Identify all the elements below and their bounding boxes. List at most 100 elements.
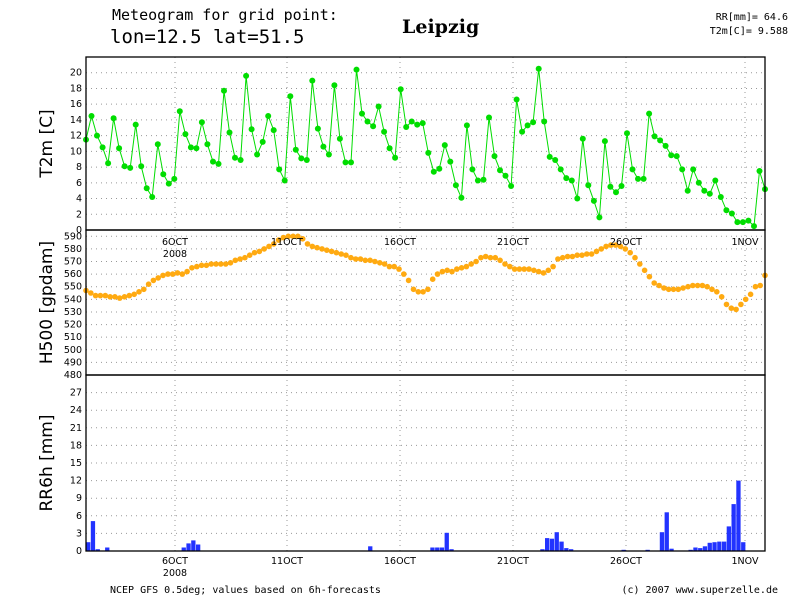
precip-bar: [731, 504, 736, 551]
temperature-point: [226, 129, 233, 136]
temperature-point: [441, 142, 448, 149]
temperature-point: [618, 183, 625, 189]
geopotential-point: [478, 254, 484, 261]
y-tick-label: 14: [70, 115, 82, 126]
temperature-point: [590, 197, 597, 204]
temperature-point: [132, 121, 139, 128]
geopotential-point: [251, 249, 258, 256]
geopotential-point: [665, 286, 672, 293]
geopotential-point: [319, 246, 325, 252]
geopotential-point: [290, 233, 296, 240]
y-tick-label: 10: [70, 146, 82, 157]
geopotential-point: [646, 273, 653, 280]
temperature-point: [276, 166, 283, 173]
geopotential-point: [492, 254, 499, 261]
temperature-point: [646, 110, 653, 117]
geopotential-point: [256, 248, 263, 255]
geopotential-point: [145, 281, 152, 288]
x-tick-label: 16OCT: [384, 237, 416, 248]
x-tick-label: 21OCT: [497, 556, 529, 567]
geopotential-point: [728, 305, 735, 312]
y-tick-label: 16: [70, 99, 82, 110]
geopotential-point: [415, 289, 422, 295]
geopotential-point: [410, 286, 417, 293]
y-tick-label: 6: [76, 511, 82, 522]
precip-bar: [564, 548, 569, 551]
geopotential-point: [555, 256, 561, 262]
geopotential-point: [752, 283, 759, 290]
geopotential-point: [242, 254, 248, 261]
geopotential-point: [102, 292, 109, 299]
y-tick-label: 480: [64, 370, 82, 381]
geopotential-point: [131, 291, 137, 298]
panel-1: 0 2 4 6 8 10 12 14 16 18 20 T2m [C]: [37, 56, 768, 236]
temperature-point: [237, 157, 244, 163]
geopotential-point: [222, 261, 229, 267]
temperature-point: [425, 149, 432, 156]
geopotential-point: [179, 271, 186, 277]
temperature-point: [292, 146, 299, 153]
precip-bar: [664, 512, 669, 551]
temperature-point: [193, 145, 200, 152]
geopotential-point: [198, 262, 205, 269]
geopotential-point: [507, 263, 513, 270]
temperature-point: [491, 153, 498, 160]
temperature-point: [458, 194, 465, 201]
geopotential-point: [656, 282, 662, 289]
temperature-point: [717, 194, 724, 200]
y-tick-label: 18: [70, 440, 82, 451]
geopotential-point: [680, 285, 686, 291]
geopotential-point: [704, 283, 710, 290]
geopotential-point: [381, 261, 388, 267]
y-tick-label: 21: [70, 423, 82, 434]
x-tick-label: 26OCT: [610, 556, 642, 567]
temperature-point: [557, 166, 564, 173]
temperature-point: [210, 158, 216, 165]
y-tick-label: 540: [64, 294, 82, 305]
precip-bar: [196, 544, 201, 551]
temperature-point: [497, 167, 503, 174]
geopotential-point: [160, 272, 166, 279]
geopotential-point: [550, 263, 556, 270]
geopotential-point: [352, 256, 359, 262]
geopotential-point: [328, 248, 335, 255]
geopotential-point: [637, 261, 643, 267]
geopotential-point: [675, 286, 682, 293]
precip-bar: [741, 542, 746, 551]
precip-bar: [86, 542, 91, 551]
geopotential-point: [285, 233, 292, 240]
geopotential-point: [155, 275, 161, 281]
geopotential-point: [559, 254, 566, 261]
temperature-point: [320, 143, 327, 150]
temperature-point: [94, 132, 100, 139]
precip-bar: [439, 547, 445, 551]
temperature-point: [474, 177, 481, 184]
temperature-point: [635, 175, 641, 182]
temperature-point: [221, 87, 227, 94]
temperature-point: [486, 114, 492, 121]
geopotential-point: [521, 266, 527, 272]
temperature-point: [215, 160, 222, 167]
geopotential-point: [141, 286, 147, 293]
temperature-point: [419, 120, 426, 127]
precip-bar: [707, 542, 712, 551]
temperature-point: [574, 195, 581, 202]
precip-bar: [722, 541, 727, 551]
geopotential-point: [439, 268, 446, 275]
geopotential-point: [266, 243, 272, 250]
temperature-point: [364, 118, 371, 125]
temperature-point: [668, 152, 675, 159]
temperature-point: [403, 124, 410, 130]
temperature-point: [447, 158, 454, 165]
geopotential-point: [482, 253, 489, 260]
temperature-point: [165, 180, 172, 187]
geopotential-point: [487, 254, 494, 261]
y-tick-label: 20: [70, 68, 82, 79]
temperature-point: [408, 118, 415, 125]
x-tick-label: 6OCT: [162, 237, 188, 248]
temperature-point: [739, 219, 746, 226]
precip-bar: [569, 549, 574, 551]
y-tick-label: 560: [64, 269, 82, 280]
geopotential-point: [670, 286, 677, 293]
temperature-point: [375, 103, 382, 110]
